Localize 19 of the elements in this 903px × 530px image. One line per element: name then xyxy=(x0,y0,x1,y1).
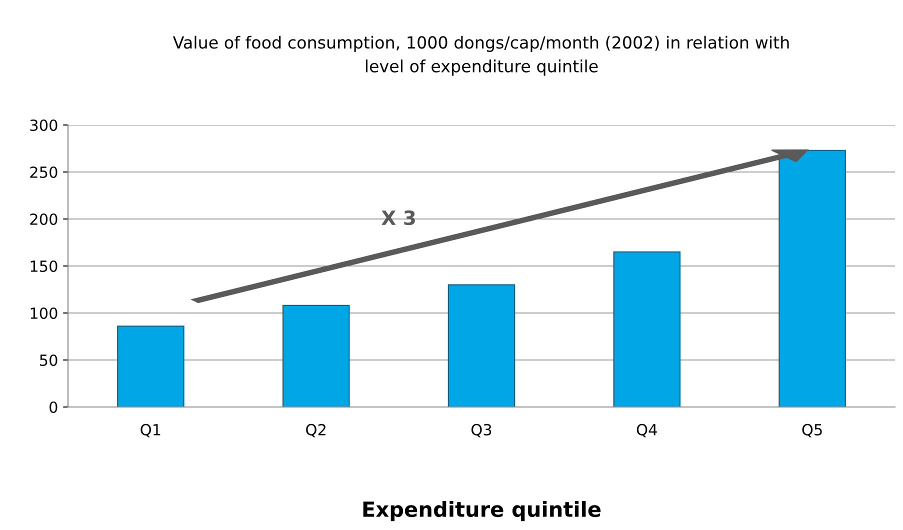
y-tick-label: 0 xyxy=(50,401,58,414)
y-tick-label: 150 xyxy=(30,260,58,272)
chart-title: Value of food consumption, 1000 dongs/cap/month (2002) in relation with level of expenditure quintile xyxy=(172,36,789,76)
y-tick-label: 50 xyxy=(40,354,58,366)
x-axis-title: Expenditure quintile xyxy=(363,500,601,522)
bar xyxy=(282,304,350,407)
x-tick-label: Q2 xyxy=(306,424,326,438)
y-tick-label: 100 xyxy=(30,307,58,320)
y-tick-label: 200 xyxy=(30,213,58,226)
bar xyxy=(613,251,681,407)
x-tick-label: Q1 xyxy=(140,424,160,438)
x-tick-label: Q4 xyxy=(636,424,657,438)
x-tick-label: Q3 xyxy=(471,424,492,438)
y-tick-label: 250 xyxy=(30,166,58,178)
bar xyxy=(448,284,516,407)
bar xyxy=(778,150,846,407)
x-tick-label: Q5 xyxy=(802,424,822,438)
y-tick-label: 300 xyxy=(30,119,58,132)
bar xyxy=(117,326,184,407)
